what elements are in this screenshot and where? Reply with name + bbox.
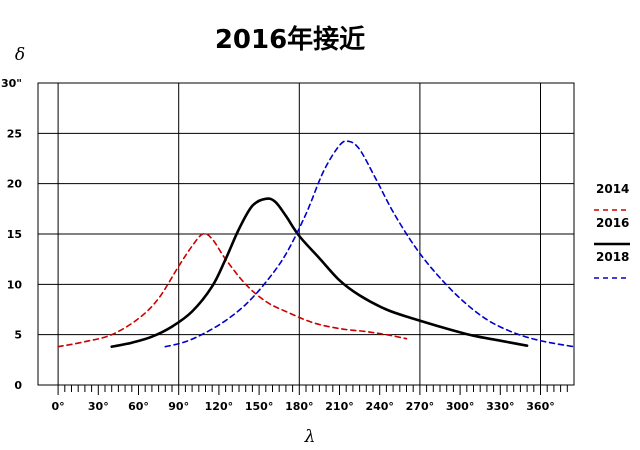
x-tick-label: 30° xyxy=(88,400,109,413)
x-tick-label: 270° xyxy=(406,400,434,413)
y-tick-label: 25 xyxy=(7,127,22,140)
y-tick-label: 30" xyxy=(1,77,22,90)
x-tick-label: 0° xyxy=(52,400,65,413)
axis-ticks: 0° 30° 60° 90° 120° 150° 180° 210° 240° 270° 300° 3… xyxy=(1,77,568,413)
x-tick-label: 60° xyxy=(128,400,149,413)
x-tick-label: 300° xyxy=(446,400,474,413)
y-tick-label: 20 xyxy=(7,178,23,191)
x-tick-label: 330° xyxy=(486,400,514,413)
x-tick-label: 210° xyxy=(325,400,353,413)
legend-label-2016: 2016 xyxy=(596,216,629,230)
x-tick-label: 360° xyxy=(526,400,554,413)
x-tick-label: 240° xyxy=(365,400,393,413)
series-line-2018 xyxy=(164,140,575,348)
chart-title: 2016年接近 xyxy=(215,24,365,55)
y-tick-label: 10 xyxy=(7,278,23,291)
legend-label-2014: 2014 xyxy=(596,182,629,196)
x-tick-label: 90° xyxy=(168,400,189,413)
series-line-2016 xyxy=(110,197,529,348)
legend-label-2018: 2018 xyxy=(596,250,629,264)
x-tick-label: 150° xyxy=(245,400,273,413)
legend: 2014 2016 2018 xyxy=(594,182,630,279)
y-tick-label: 15 xyxy=(7,228,22,241)
x-tick-label: 180° xyxy=(285,400,313,413)
x-axis-label: λ xyxy=(304,427,316,447)
series-group xyxy=(57,140,575,348)
series-line-2014 xyxy=(57,232,408,348)
y-axis-label: δ xyxy=(15,45,25,65)
y-tick-label: 5 xyxy=(14,329,22,342)
y-tick-label: 0 xyxy=(14,379,22,392)
x-tick-label: 120° xyxy=(205,400,233,413)
